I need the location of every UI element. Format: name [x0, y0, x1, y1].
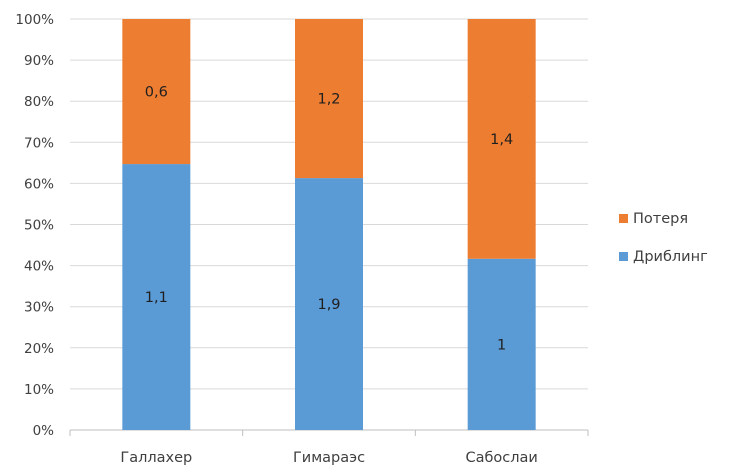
- x-axis: Галлахер Гимараэс Сабослаи: [69, 430, 589, 466]
- legend-swatch: [619, 252, 628, 261]
- bar-segment: [122, 19, 191, 165]
- y-tick-label: 40%: [24, 259, 54, 275]
- y-tick-label: 0%: [33, 423, 55, 439]
- legend-swatch: [619, 214, 628, 223]
- data-label: 1,4: [490, 132, 513, 148]
- y-tick-label: 70%: [24, 135, 54, 151]
- bar-segment: [122, 164, 191, 430]
- bar-segment: [295, 19, 363, 179]
- y-tick-label: 60%: [24, 176, 54, 192]
- y-tick-label: 10%: [24, 382, 54, 398]
- legend-label: Дриблинг: [633, 249, 708, 265]
- bar-segment: [467, 258, 536, 430]
- y-tick-label: 100%: [15, 12, 54, 28]
- bar-segment: [295, 178, 363, 430]
- y-tick-label: 80%: [24, 94, 54, 110]
- data-label: 1,9: [317, 297, 340, 313]
- y-tick-label: 90%: [24, 53, 54, 69]
- category-label: Гимараэс: [293, 450, 365, 466]
- data-label: 1,1: [145, 290, 168, 306]
- bars: 1,1 0,6 1,9 1,2 1 1,4: [122, 19, 536, 430]
- data-label: 1,2: [317, 92, 340, 108]
- y-tick-label: 30%: [24, 300, 54, 316]
- data-label: 1: [497, 337, 506, 353]
- data-label: 0,6: [145, 85, 168, 101]
- y-tick-label: 50%: [24, 218, 54, 234]
- bar-segment: [467, 19, 536, 259]
- y-axis-ticks: 0% 10% 20% 30% 40% 50% 60% 70% 80% 90% 100%: [15, 12, 54, 439]
- category-label: Галлахер: [120, 450, 192, 466]
- category-label: Сабослаи: [465, 450, 537, 466]
- legend: Потеря Дриблинг: [619, 211, 708, 265]
- y-tick-label: 20%: [24, 341, 54, 357]
- legend-label: Потеря: [633, 211, 688, 227]
